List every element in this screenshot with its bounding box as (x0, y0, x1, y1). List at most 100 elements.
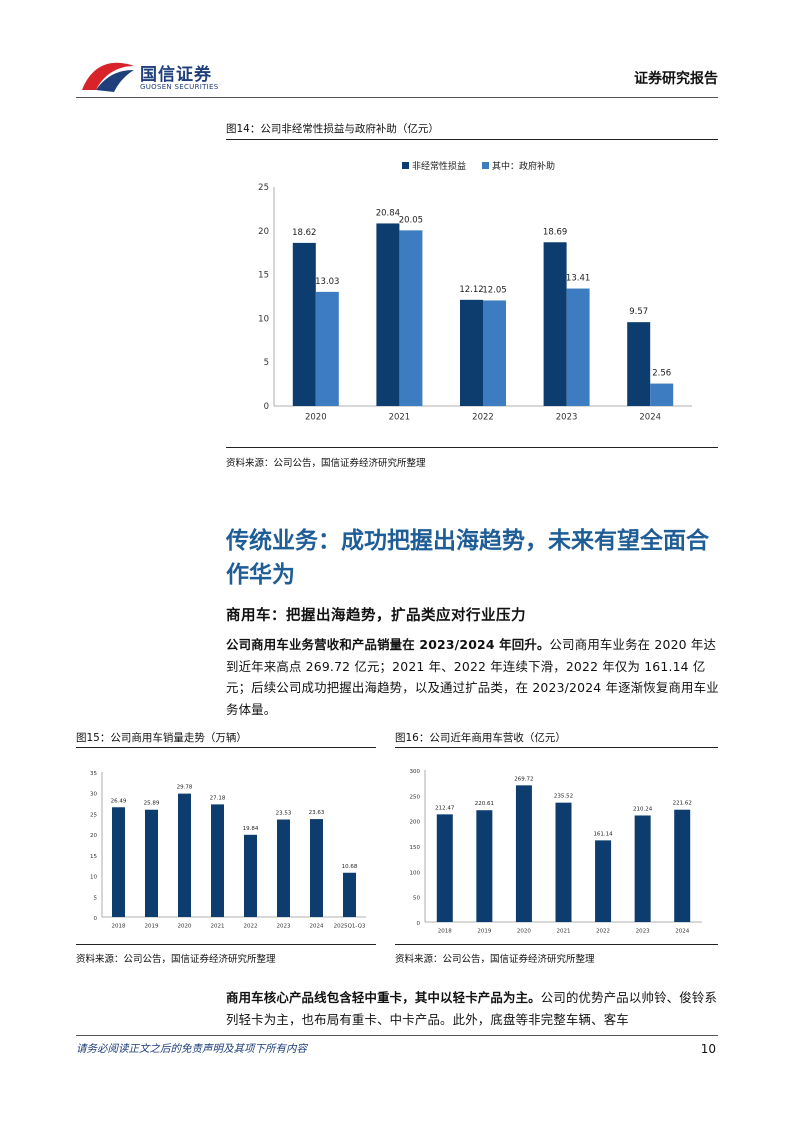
y-tick-label: 30 (90, 792, 97, 798)
y-tick-label: 15 (258, 271, 269, 281)
y-tick-label: 100 (410, 870, 421, 876)
data-label: 212.47 (435, 805, 455, 811)
data-label: 13.41 (566, 274, 590, 284)
x-tick-label: 2022 (596, 929, 610, 935)
x-tick-label: 2018 (112, 924, 126, 930)
y-tick-label: 0 (264, 402, 269, 412)
bar (483, 300, 506, 406)
fig15-top-rule (76, 747, 376, 748)
y-tick-label: 20 (258, 227, 269, 237)
data-label: 161.14 (593, 831, 613, 837)
bar (145, 809, 158, 917)
bar (112, 807, 125, 917)
data-label: 29.78 (177, 785, 193, 791)
data-label: 2.56 (652, 369, 671, 379)
data-label: 210.24 (633, 806, 653, 812)
guosen-logo-icon (82, 62, 134, 92)
y-tick-label: 300 (410, 769, 421, 775)
bar (178, 793, 191, 917)
x-tick-label: 2023 (636, 929, 650, 935)
x-tick-label: 2024 (310, 924, 324, 930)
data-label: 9.57 (629, 307, 648, 317)
paragraph-2: 商用车核心产品线包含轻中重卡，其中以轻卡产品为主。公司的优势产品以帅铃、俊铃系列… (226, 987, 720, 1030)
y-tick-label: 25 (258, 183, 269, 193)
x-tick-label: 2020 (305, 413, 327, 423)
bar (343, 872, 356, 917)
data-label: 19.84 (243, 826, 259, 832)
y-tick-label: 5 (264, 358, 269, 368)
y-tick-label: 50 (413, 896, 420, 902)
data-label: 10.68 (342, 864, 358, 870)
data-label: 12.05 (482, 285, 506, 295)
section-subhead: 商用车：把握出海趋势，扩品类应对行业压力 (226, 608, 526, 624)
fig16-source: 资料来源：公司公告，国信证券经济研究所整理 (395, 954, 595, 965)
fig16-title: 图16：公司近年商用车营收（亿元） (395, 732, 566, 744)
data-label: 23.63 (309, 810, 325, 816)
bar (627, 322, 651, 406)
legend-label: 非经常性损益 (412, 160, 466, 172)
x-tick-label: 2019 (145, 924, 159, 930)
x-tick-label: 2024 (675, 929, 689, 935)
x-tick-label: 2020 (178, 924, 192, 930)
bar (310, 819, 323, 917)
paragraph-2-body: 公司的优势产品以帅铃、俊铃系列轻卡为主，也布局有重卡、中卡产品。此外，底盘等非完… (226, 990, 718, 1027)
fig16-bottom-rule (395, 944, 718, 945)
data-label: 235.52 (554, 794, 573, 800)
data-label: 18.62 (292, 228, 316, 238)
paragraph-1: 公司商用车业务营收和产品销量在 2023/2024 年回升。公司商用车业务在 2… (226, 634, 720, 720)
bar (376, 223, 400, 406)
fig15-chart: 0 5 10 15 20 25 30 35 2018 26.49 2019 25.89 2020 29.7… (90, 771, 366, 930)
fig16-top-rule (395, 747, 718, 748)
bar (244, 834, 257, 917)
bar (211, 804, 224, 917)
y-tick-label: 10 (90, 875, 97, 881)
fig15-bottom-rule (76, 944, 376, 945)
paragraph-2-lead: 商用车核心产品线包含轻中重卡，其中以轻卡产品为主。 (226, 990, 541, 1005)
section-title: 传统业务：成功把握出海趋势，未来有望全面合作华为 (226, 528, 709, 588)
data-label: 220.61 (475, 801, 494, 807)
x-tick-label: 2023 (277, 924, 291, 930)
legend-swatch (482, 162, 489, 169)
y-tick-label: 0 (94, 916, 98, 922)
data-label: 26.49 (111, 798, 127, 804)
fig14-source: 资料来源：公司公告，国信证券经济研究所整理 (226, 458, 426, 469)
bar (476, 810, 493, 922)
x-tick-label: 2022 (244, 924, 258, 930)
y-tick-label: 20 (90, 833, 97, 839)
fig15-title: 图15：公司商用车销量走势（万辆） (76, 732, 247, 744)
x-tick-label: 2018 (438, 929, 452, 935)
bar (650, 383, 674, 406)
footer-disclaimer: 请务必阅读正文之后的免责声明及其项下所有内容 (76, 1043, 307, 1055)
bar (277, 819, 290, 917)
data-label: 18.69 (543, 227, 567, 237)
paragraph-1-lead: 公司商用车业务营收和产品销量在 2023/2024 年回升。 (226, 637, 550, 652)
data-label: 221.62 (673, 801, 692, 807)
bar (555, 802, 572, 922)
data-label: 12.12 (459, 285, 483, 295)
logo-name-en: GUOSEN SECURITIES (140, 83, 219, 91)
bar (292, 242, 316, 406)
page-number: 10 (700, 1042, 716, 1056)
fig16-chart: 0 50 100 150 200 250 300 2018 212.47 2019 220.61 20… (410, 769, 702, 935)
data-label: 20.84 (376, 208, 400, 218)
paragraph-1-body: 公司商用车业务在 2020 年达到近年来高点 269.72 亿元；2021 年、… (226, 637, 719, 717)
x-tick-label: 2025Q1-Q3 (334, 924, 366, 930)
bar (315, 291, 339, 406)
y-tick-label: 5 (94, 895, 98, 901)
bar (595, 840, 612, 922)
fig14-title: 图14：公司非经常性损益与政府补助（亿元） (226, 123, 439, 135)
legend-label: 其中：政府补助 (492, 160, 555, 172)
x-tick-label: 2021 (389, 413, 411, 423)
footer-divider (76, 1035, 718, 1036)
header-divider (76, 97, 718, 98)
data-label: 20.05 (399, 215, 423, 225)
y-tick-label: 35 (90, 771, 97, 777)
data-label: 269.72 (514, 776, 533, 782)
fig14-top-rule (226, 139, 718, 140)
bar (399, 230, 423, 406)
legend-swatch (402, 162, 409, 169)
data-label: 25.89 (144, 801, 160, 807)
y-tick-label: 150 (410, 845, 421, 851)
y-tick-label: 250 (410, 794, 421, 800)
